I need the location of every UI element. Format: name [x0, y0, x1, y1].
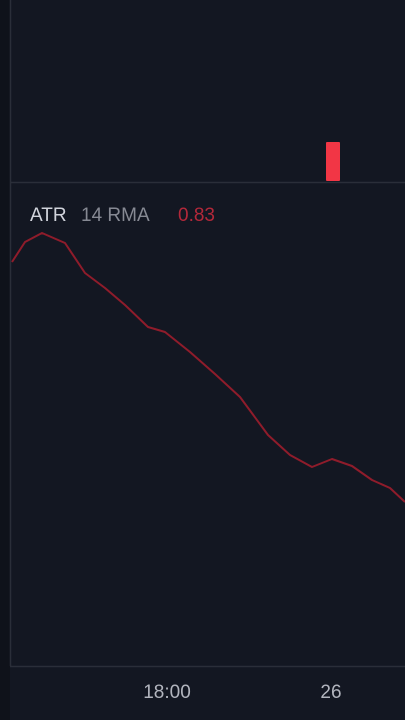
volume-bar — [326, 142, 340, 181]
time-label: 26 — [320, 682, 341, 703]
time-label: 18:00 — [143, 682, 191, 703]
indicator-value: 0.83 — [178, 205, 215, 226]
left-gutter — [0, 0, 10, 720]
atr-line — [11, 232, 405, 503]
indicator-params: 14 RMA — [81, 205, 150, 226]
indicator-name[interactable]: ATR — [30, 205, 67, 226]
